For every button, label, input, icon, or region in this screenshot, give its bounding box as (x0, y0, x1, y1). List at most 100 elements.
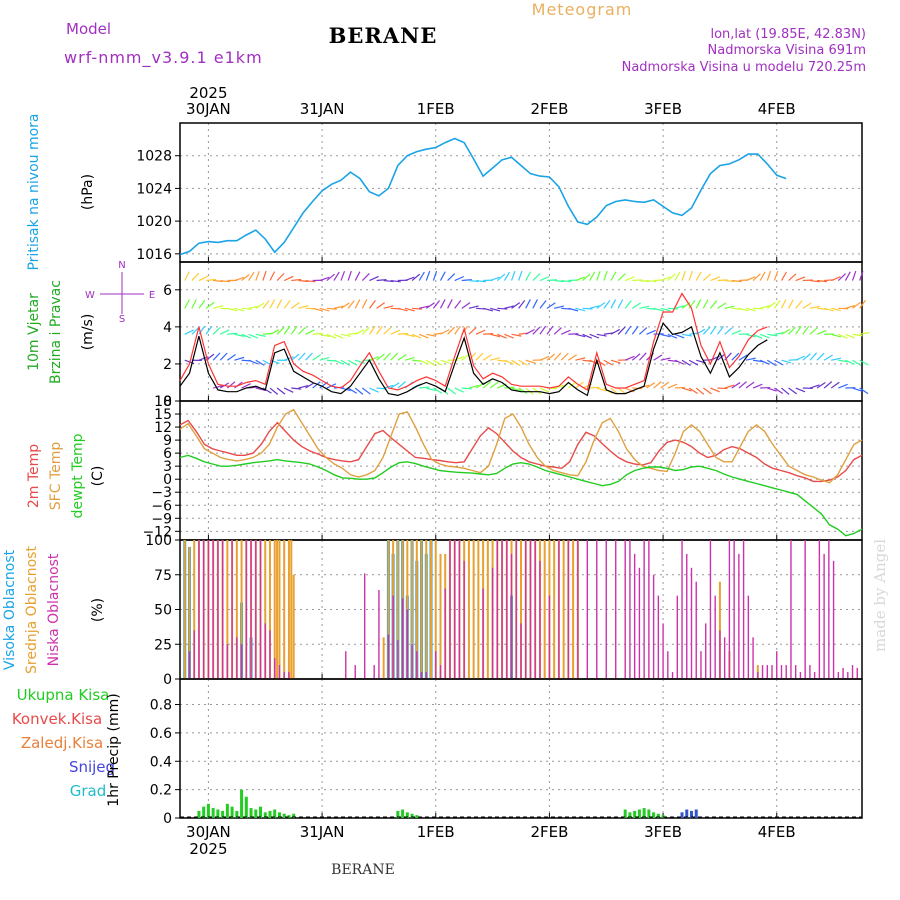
wind-vector (759, 271, 766, 281)
wind-vector (298, 305, 309, 309)
wind-vector (276, 326, 285, 335)
wind-vector (539, 387, 550, 393)
cloud-low-bar (529, 540, 532, 679)
wind-vector (255, 333, 266, 337)
wind-vector (518, 359, 528, 366)
wind-vector (333, 359, 344, 365)
wind-vector (660, 357, 671, 361)
cloud-low-bar (510, 553, 513, 679)
wind-vector (368, 325, 376, 335)
wind-vector (412, 307, 423, 310)
cloud-low-bar (406, 609, 409, 679)
wind-vector (219, 352, 228, 361)
wind-vector (461, 279, 472, 282)
wind-vector (425, 302, 435, 309)
cloud-low-bar (676, 595, 678, 679)
precip-rain-bar (235, 810, 239, 818)
wind-vector (653, 307, 664, 312)
wind-vector (219, 329, 230, 335)
cloud-low-bar (728, 540, 731, 679)
wind-vector (369, 356, 379, 361)
wind-vector (823, 354, 833, 361)
wind-vector (213, 385, 224, 389)
wind-vector (539, 276, 550, 282)
precip-rain-bar (642, 808, 646, 818)
wind-vector (198, 275, 209, 282)
wind-vector (212, 326, 221, 335)
precip-rain-bar (221, 810, 225, 818)
wind-vector (397, 354, 407, 361)
cloud-mid-bar (411, 540, 414, 679)
wind-vector (589, 333, 600, 339)
cloud-low-bar (240, 644, 243, 679)
wind-vector (397, 307, 408, 312)
precip-rain-bar (401, 809, 405, 818)
wind-vector (638, 352, 647, 361)
wind-vector (347, 270, 352, 281)
wind-vector (639, 327, 648, 335)
wind-vector (561, 329, 571, 335)
wind-vector (596, 302, 606, 309)
wind-vector (319, 307, 330, 312)
wind-vector (582, 333, 592, 339)
cloud-low-bar (742, 540, 745, 679)
top-time-axis: 30JAN 31JAN 1FEB 2FEB 3FEB 4FEB 2025 (186, 84, 796, 118)
temperature-frame (179, 400, 863, 541)
wind-vector (674, 305, 685, 309)
wind-vector (532, 299, 538, 309)
precip-rain-bar (216, 809, 220, 818)
compass-west: W (85, 290, 95, 301)
cloud-low-bar (828, 540, 830, 679)
wind-vector (617, 273, 626, 281)
wind-speed-line (179, 322, 768, 397)
wind-vector (440, 359, 451, 364)
wind-vector (575, 333, 586, 338)
wind-unit-label: (m/s) (80, 314, 96, 351)
wind-vector (269, 329, 280, 335)
cloud-low-bar (420, 672, 423, 679)
y-tick-label: 1024 (136, 181, 172, 197)
cloud-low-bar (482, 588, 484, 679)
cloud-high-label: Visoka Oblacnost (2, 549, 18, 670)
wind-vector (468, 279, 479, 283)
wind-vector (297, 352, 306, 361)
wind-frame (179, 261, 863, 402)
wind-vector (234, 333, 245, 337)
wind-vector (816, 329, 827, 335)
wind-vector (269, 299, 276, 309)
wind-vector (603, 270, 608, 281)
wind-vector (312, 381, 321, 389)
wind-vector (212, 352, 221, 361)
wind-vector (262, 300, 270, 309)
cloud-low-bar (217, 540, 219, 679)
cloud-low-bar (761, 665, 764, 679)
cloud-low-bar (506, 540, 508, 679)
wind-vector (369, 387, 379, 393)
cloud-mid-bar (572, 540, 575, 679)
pressure-line (179, 137, 787, 256)
wind-vector (774, 359, 784, 366)
wind-vector (525, 359, 536, 364)
wind-vector (838, 359, 849, 363)
precip-rain-bar (647, 809, 651, 818)
wind-vector (667, 273, 676, 281)
y-tick-label: 9 (163, 433, 172, 449)
y-tick-label: 0.8 (150, 698, 172, 714)
cloud-low-bar (771, 665, 773, 679)
meteogram-title: Meteogram (532, 0, 633, 19)
compass-south: S (119, 314, 125, 325)
wind-vector (248, 333, 259, 339)
precip-legend-item: Zaledj.Kisa (21, 734, 103, 752)
wind-vector (354, 387, 364, 395)
wind-vector (269, 271, 276, 281)
cloud-low-bar (278, 665, 281, 679)
cloud-mid-bar (477, 540, 480, 679)
wind-vector (766, 270, 772, 281)
top-day-label: 3FEB (644, 100, 682, 118)
top-day-label: 1FEB (417, 100, 455, 118)
wind-vector (731, 352, 740, 361)
wind-vector (831, 357, 842, 361)
cloud-low-bar (416, 651, 418, 679)
wind-vector (490, 333, 501, 338)
cloud-low-bar (397, 640, 399, 679)
